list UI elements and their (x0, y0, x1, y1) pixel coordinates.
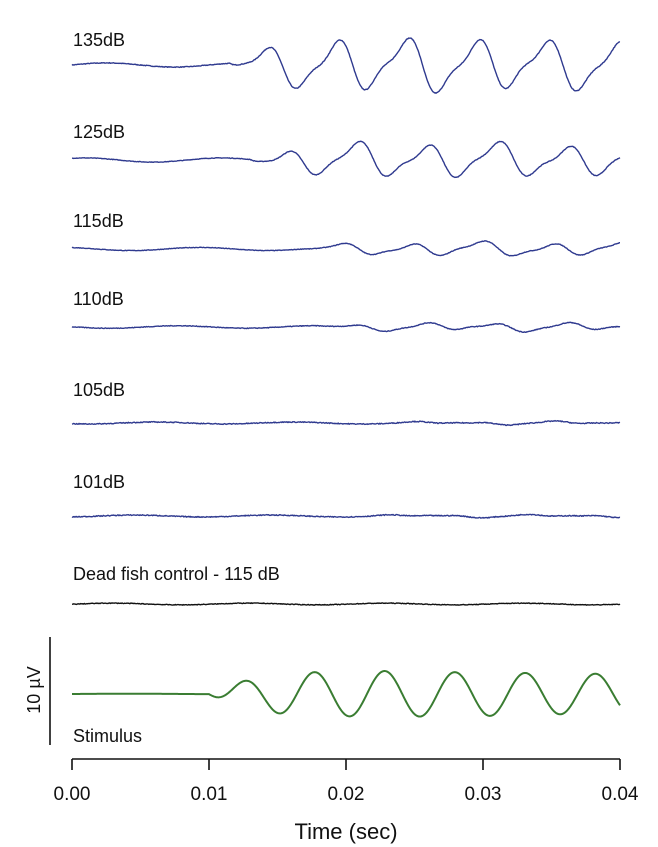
x-tick-label: 0.03 (465, 784, 502, 805)
trace-label: Stimulus (73, 726, 142, 746)
trace-label: 110dB (73, 289, 124, 309)
trace-stimulus (71, 670, 621, 718)
x-tick-label: 0.01 (191, 784, 228, 805)
trace-label: 115dB (73, 211, 124, 231)
trace-labels-group: 135dB 125dB 115dB 110dB 105dB 101dB Dead fish … (73, 30, 280, 746)
traces-group (71, 37, 621, 718)
scale-bar-label: 10 µV (24, 666, 44, 713)
x-axis-title: Time (sec) (294, 819, 397, 844)
trace-label: 125dB (73, 122, 125, 142)
trace-label: Dead fish control - 115 dB (73, 564, 280, 584)
trace-dead-fish-control-115-db (72, 602, 621, 606)
trace-105db (71, 419, 621, 427)
trace-101db (71, 513, 621, 519)
trace-label: 105dB (73, 380, 125, 400)
trace-115db (71, 240, 621, 257)
x-tick-label: 0.00 (54, 784, 91, 805)
x-ticks-group: 0.00 0.01 0.02 0.03 0.04 (54, 759, 639, 805)
x-tick-label: 0.02 (328, 784, 365, 805)
trace-135db (71, 37, 621, 94)
trace-125db (71, 140, 621, 179)
trace-label: 135dB (73, 30, 125, 50)
x-tick-label: 0.04 (602, 784, 639, 805)
trace-110db (71, 321, 621, 333)
trace-label: 101dB (73, 472, 125, 492)
